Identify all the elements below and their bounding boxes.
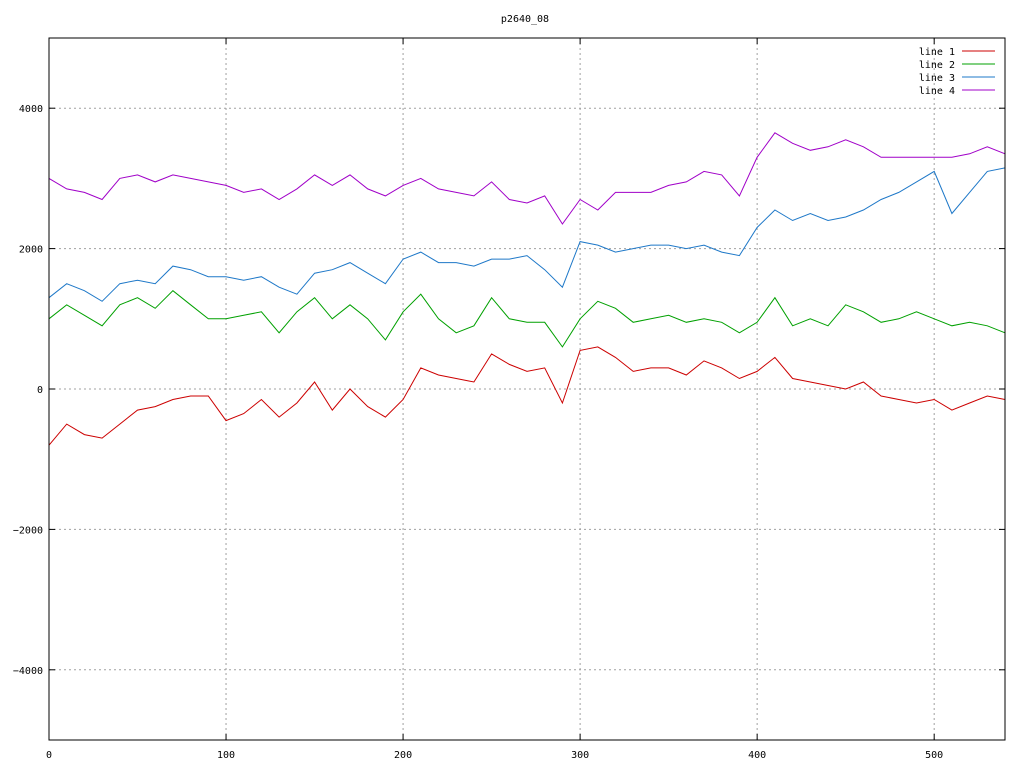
legend-label-4: line 4 (919, 86, 955, 97)
series-line-1 (48, 346, 1006, 446)
legend-label-3: line 3 (919, 73, 955, 84)
y-tick-label: 0 (37, 385, 43, 396)
y-tick-label: 2000 (19, 245, 43, 256)
grid (48, 38, 1005, 740)
series-line-2 (48, 290, 1006, 348)
series-layer (48, 132, 1006, 446)
series-line-4 (48, 132, 1006, 225)
legend: line 1 line 2 line 3 line 4 (919, 47, 995, 97)
y-tick-label: −2000 (13, 525, 43, 536)
series-line-3 (48, 167, 1006, 302)
x-tick-label: 400 (748, 750, 766, 761)
legend-label-1: line 1 (919, 47, 955, 58)
y-tick-label: −4000 (13, 666, 43, 677)
chart-title: p2640_08 (501, 14, 549, 25)
x-tick-label: 200 (394, 750, 412, 761)
plot-frame (48, 37, 1006, 741)
axis-ticks: 0 100 200 300 400 500 −4000 −2000 0 2000 4000 (13, 38, 1005, 761)
x-tick-label: 300 (571, 750, 589, 761)
x-tick-label: 500 (925, 750, 943, 761)
x-tick-label: 100 (217, 750, 235, 761)
x-tick-label: 0 (46, 750, 52, 761)
y-tick-label: 4000 (19, 104, 43, 115)
legend-label-2: line 2 (919, 60, 955, 71)
